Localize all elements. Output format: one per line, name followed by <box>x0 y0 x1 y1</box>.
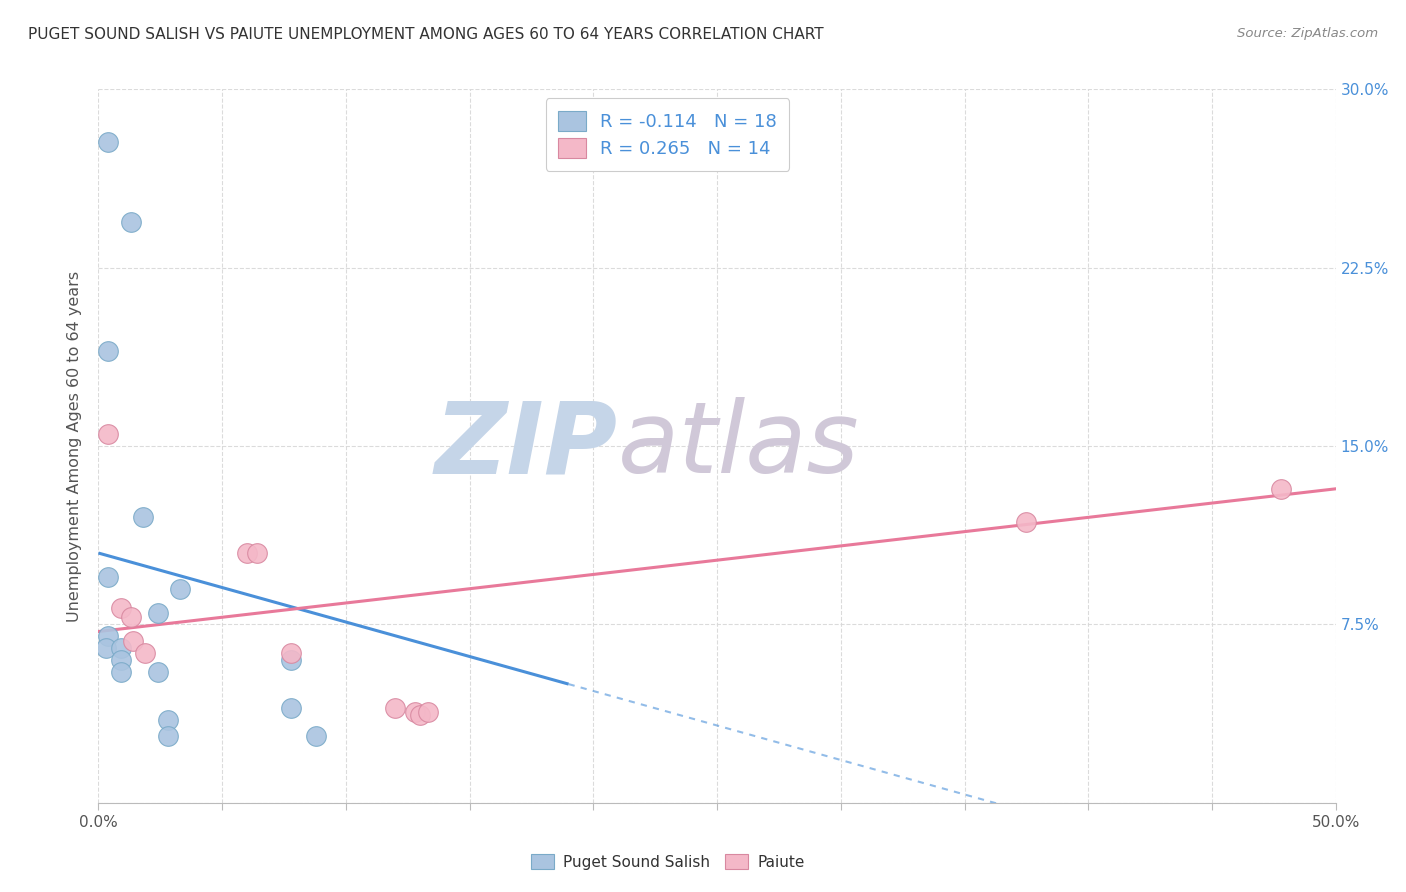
Point <box>384 700 406 714</box>
Text: ZIP: ZIP <box>434 398 619 494</box>
Legend: Puget Sound Salish, Paiute: Puget Sound Salish, Paiute <box>523 846 813 877</box>
Point <box>120 215 142 229</box>
Point <box>156 729 179 743</box>
Text: PUGET SOUND SALISH VS PAIUTE UNEMPLOYMENT AMONG AGES 60 TO 64 YEARS CORRELATION : PUGET SOUND SALISH VS PAIUTE UNEMPLOYMEN… <box>28 27 824 42</box>
Point <box>97 427 120 442</box>
Point <box>246 546 269 560</box>
Point <box>404 706 426 720</box>
Point <box>1270 482 1292 496</box>
Point <box>1015 515 1038 529</box>
Point <box>280 700 302 714</box>
Point <box>169 582 191 596</box>
Point <box>305 729 328 743</box>
Point <box>94 641 117 656</box>
Point <box>146 606 169 620</box>
Y-axis label: Unemployment Among Ages 60 to 64 years: Unemployment Among Ages 60 to 64 years <box>67 270 83 622</box>
Point <box>416 706 439 720</box>
Point <box>280 653 302 667</box>
Point <box>120 610 142 624</box>
Point <box>110 653 132 667</box>
Point <box>97 343 120 358</box>
Point <box>110 665 132 679</box>
Point <box>122 634 145 648</box>
Point <box>132 510 155 524</box>
Point <box>134 646 156 660</box>
Point <box>280 646 302 660</box>
Point <box>97 570 120 584</box>
Text: atlas: atlas <box>619 398 859 494</box>
Point <box>146 665 169 679</box>
Point <box>409 707 432 722</box>
Point <box>110 641 132 656</box>
Point <box>97 629 120 643</box>
Text: Source: ZipAtlas.com: Source: ZipAtlas.com <box>1237 27 1378 40</box>
Point <box>236 546 259 560</box>
Point <box>97 135 120 149</box>
Point <box>110 600 132 615</box>
Point <box>156 713 179 727</box>
